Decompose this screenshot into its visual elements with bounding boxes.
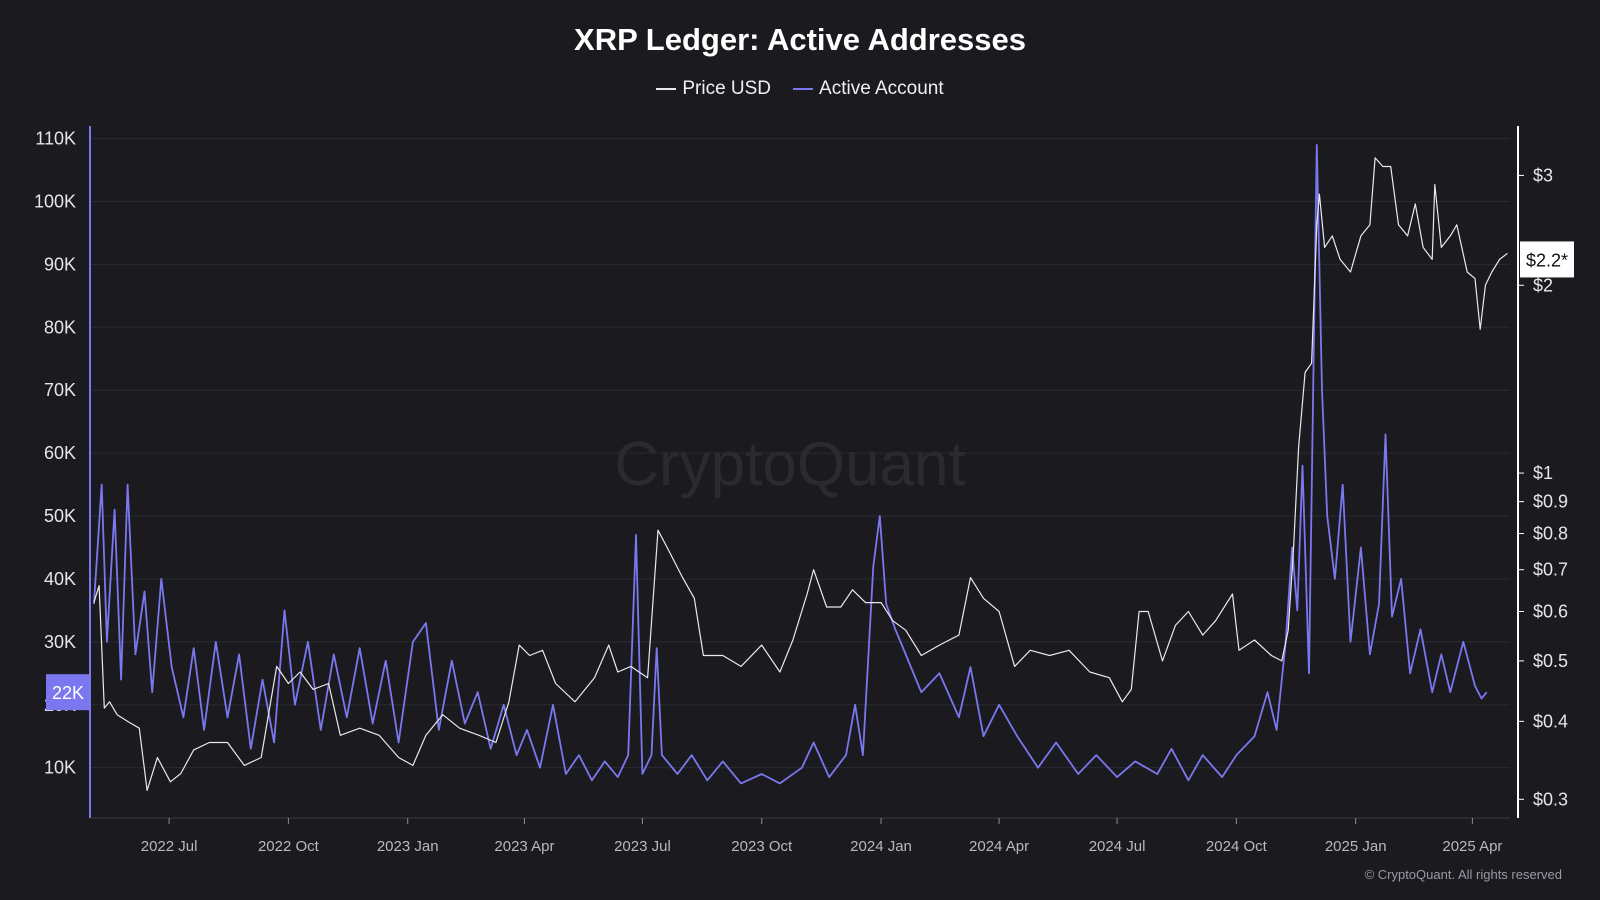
left-tick-label: 70K [44, 380, 76, 400]
left-tick-label: 50K [44, 506, 76, 526]
x-tick-label: 2023 Oct [731, 838, 793, 855]
right-current-badge [1520, 241, 1574, 278]
left-tick-label: 90K [44, 254, 76, 274]
left-tick-label: 110K [35, 129, 76, 149]
legend: Price USD Active Account [0, 78, 1600, 100]
right-tick-label: $0.8 [1533, 524, 1568, 544]
right-tick-label: $2 [1533, 275, 1553, 295]
right-tick-label: $0.5 [1533, 651, 1568, 671]
right-y-axis: $0.3 $0.4 $0.5 $0.6 $0.7 $0.8 $0.9 $1 $2 $3 [1517, 126, 1568, 818]
right-tick-label: $0.7 [1533, 560, 1568, 580]
legend-item-active[interactable]: Active Account [793, 78, 944, 100]
legend-swatch-active [793, 88, 814, 90]
x-tick-label: 2023 Apr [494, 838, 554, 855]
x-axis: 2022 Jul 2022 Oct 2023 Jan 2023 Apr 2023 Jul… [90, 817, 1510, 855]
legend-item-price[interactable]: Price USD [656, 78, 771, 100]
left-current-badge [46, 674, 90, 711]
x-tick-label: 2024 Jul [1089, 838, 1146, 855]
x-tick-label: 2023 Jan [377, 838, 439, 855]
watermark: CryptoQuant [614, 430, 966, 499]
x-tick-label: 2025 Apr [1442, 838, 1502, 855]
left-tick-label: 100K [34, 191, 76, 211]
right-tick-label: $0.3 [1533, 789, 1568, 809]
price-usd-line [93, 157, 1508, 791]
x-tick-label: 2025 Jan [1325, 838, 1387, 855]
legend-label-active: Active Account [819, 78, 944, 99]
legend-swatch-price [656, 88, 677, 90]
right-tick-label: $0.6 [1533, 601, 1568, 621]
right-tick-label: $0.4 [1533, 711, 1568, 731]
left-tick-label: 80K [44, 317, 76, 337]
x-tick-label: 2024 Oct [1206, 838, 1268, 855]
left-tick-label: 10K [44, 758, 76, 778]
left-tick-label: 30K [44, 632, 76, 652]
right-current-badge-label: $2.2* [1526, 250, 1568, 270]
copyright-footer: © CryptoQuant. All rights reserved [1364, 867, 1562, 882]
x-tick-label: 2024 Apr [969, 838, 1029, 855]
series-layer [93, 144, 1508, 791]
chart-title: XRP Ledger: Active Addresses [574, 22, 1026, 57]
left-tick-label: 60K [44, 443, 76, 463]
x-tick-label: 2022 Jul [141, 838, 198, 855]
left-y-axis: 10K20K30K40K50K60K70K80K90K100K110K [34, 126, 91, 818]
left-tick-label: 40K [44, 569, 76, 589]
left-current-badge-label: 22K [52, 683, 84, 703]
right-tick-label: $0.9 [1533, 492, 1568, 512]
x-tick-label: 2022 Oct [258, 838, 320, 855]
right-tick-label: $1 [1533, 463, 1553, 483]
x-tick-label: 2023 Jul [614, 838, 671, 855]
x-tick-label: 2024 Jan [850, 838, 912, 855]
legend-label-price: Price USD [682, 78, 772, 99]
gridlines [90, 138, 1510, 769]
right-tick-label: $3 [1533, 165, 1553, 185]
active-account-line [93, 144, 1488, 785]
current-value-badges: 22K $2.2* [46, 241, 1574, 711]
